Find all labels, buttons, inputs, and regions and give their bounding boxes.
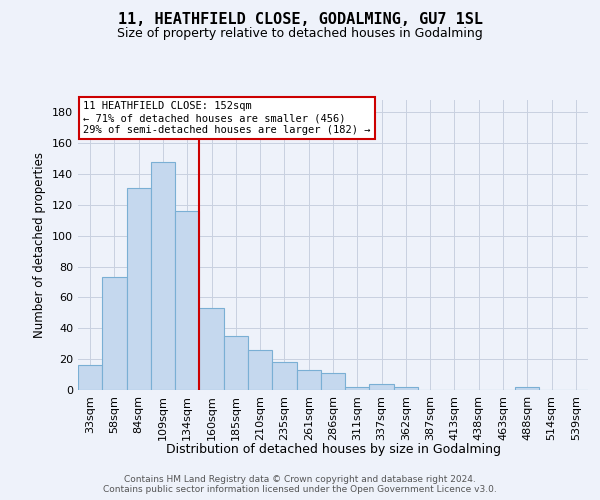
- Bar: [296, 370, 321, 390]
- Bar: [102, 278, 127, 390]
- Bar: [515, 387, 539, 390]
- Text: Size of property relative to detached houses in Godalming: Size of property relative to detached ho…: [117, 28, 483, 40]
- Bar: [224, 336, 248, 390]
- Text: Contains public sector information licensed under the Open Government Licence v3: Contains public sector information licen…: [103, 485, 497, 494]
- Text: 11, HEATHFIELD CLOSE, GODALMING, GU7 1SL: 11, HEATHFIELD CLOSE, GODALMING, GU7 1SL: [118, 12, 482, 28]
- Bar: [175, 211, 199, 390]
- Bar: [151, 162, 175, 390]
- Bar: [272, 362, 296, 390]
- Text: Contains HM Land Registry data © Crown copyright and database right 2024.: Contains HM Land Registry data © Crown c…: [124, 475, 476, 484]
- Bar: [78, 366, 102, 390]
- Bar: [321, 373, 345, 390]
- Bar: [199, 308, 224, 390]
- Y-axis label: Number of detached properties: Number of detached properties: [34, 152, 46, 338]
- Bar: [248, 350, 272, 390]
- Text: 11 HEATHFIELD CLOSE: 152sqm
← 71% of detached houses are smaller (456)
29% of se: 11 HEATHFIELD CLOSE: 152sqm ← 71% of det…: [83, 102, 371, 134]
- Bar: [345, 387, 370, 390]
- Text: Distribution of detached houses by size in Godalming: Distribution of detached houses by size …: [166, 442, 500, 456]
- Bar: [127, 188, 151, 390]
- Bar: [394, 387, 418, 390]
- Bar: [370, 384, 394, 390]
